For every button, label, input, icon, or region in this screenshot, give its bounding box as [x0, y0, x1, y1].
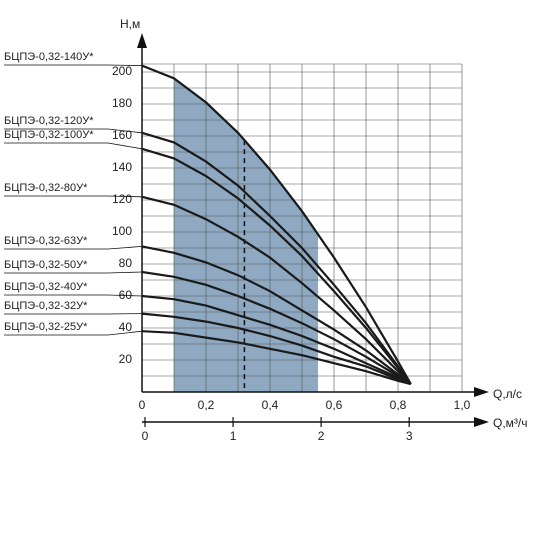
- x-axis-arrow: [474, 387, 489, 397]
- label-leader: [4, 142, 143, 150]
- y-tick-label: 180: [112, 96, 132, 110]
- x-axis-label: Q,л/с: [493, 387, 522, 401]
- label-leader: [4, 128, 143, 134]
- label-leader: [4, 330, 143, 336]
- x2-tick-label: 0: [142, 429, 149, 443]
- pump-curve: [141, 195, 412, 385]
- x-tick-label: 0: [139, 398, 146, 412]
- pump-curve: [141, 64, 412, 385]
- y-tick-label: 120: [112, 192, 132, 206]
- curve-label: БЦПЭ-0,32-100У*: [4, 129, 94, 141]
- x-tick-label: 0,8: [390, 398, 407, 412]
- pump-curve: [141, 294, 412, 385]
- x2-axis-label: Q,м³/ч: [493, 416, 528, 430]
- label-leader: [4, 294, 143, 297]
- y-tick-label: 100: [112, 224, 132, 238]
- y-tick-label: 40: [119, 320, 133, 334]
- y-tick-label: 200: [112, 64, 132, 78]
- y-axis-label: H,м: [120, 17, 140, 31]
- y-tick-label: 80: [119, 256, 133, 270]
- x-tick-label: 0,6: [326, 398, 343, 412]
- curve-label: БЦПЭ-0,32-50У*: [4, 259, 88, 271]
- label-leader: [4, 271, 143, 274]
- y-tick-label: 20: [119, 352, 133, 366]
- x-tick-label: 0,4: [262, 398, 279, 412]
- curve-label: БЦПЭ-0,32-32У*: [4, 300, 88, 312]
- x2-axis-arrow: [474, 417, 489, 427]
- x-tick-label: 1,0: [454, 398, 471, 412]
- pump-curve: [141, 270, 412, 385]
- curve-label: БЦПЭ-0,32-63У*: [4, 235, 88, 247]
- label-leader: [4, 246, 143, 250]
- label-leader: [4, 64, 143, 66]
- pump-curve: [141, 131, 412, 385]
- pump-curve: [141, 312, 412, 386]
- y-tick-label: 140: [112, 160, 132, 174]
- x-tick-label: 0,2: [198, 398, 215, 412]
- y-axis-arrow: [137, 33, 147, 48]
- pump-curve: [141, 245, 412, 385]
- label-leader: [4, 195, 143, 198]
- x2-tick-label: 1: [230, 429, 237, 443]
- curve-label: БЦПЭ-0,32-80У*: [4, 182, 88, 194]
- x2-tick-label: 3: [406, 429, 413, 443]
- curve-label: БЦПЭ-0,32-120У*: [4, 115, 94, 127]
- curve-label: БЦПЭ-0,32-140У*: [4, 51, 94, 63]
- pump-curve: [141, 147, 412, 385]
- pump-curve: [141, 330, 412, 386]
- x2-tick-label: 2: [318, 429, 325, 443]
- curve-label: БЦПЭ-0,32-25У*: [4, 321, 88, 333]
- curve-label: БЦПЭ-0,32-40У*: [4, 281, 88, 293]
- y-tick-label: 160: [112, 128, 132, 142]
